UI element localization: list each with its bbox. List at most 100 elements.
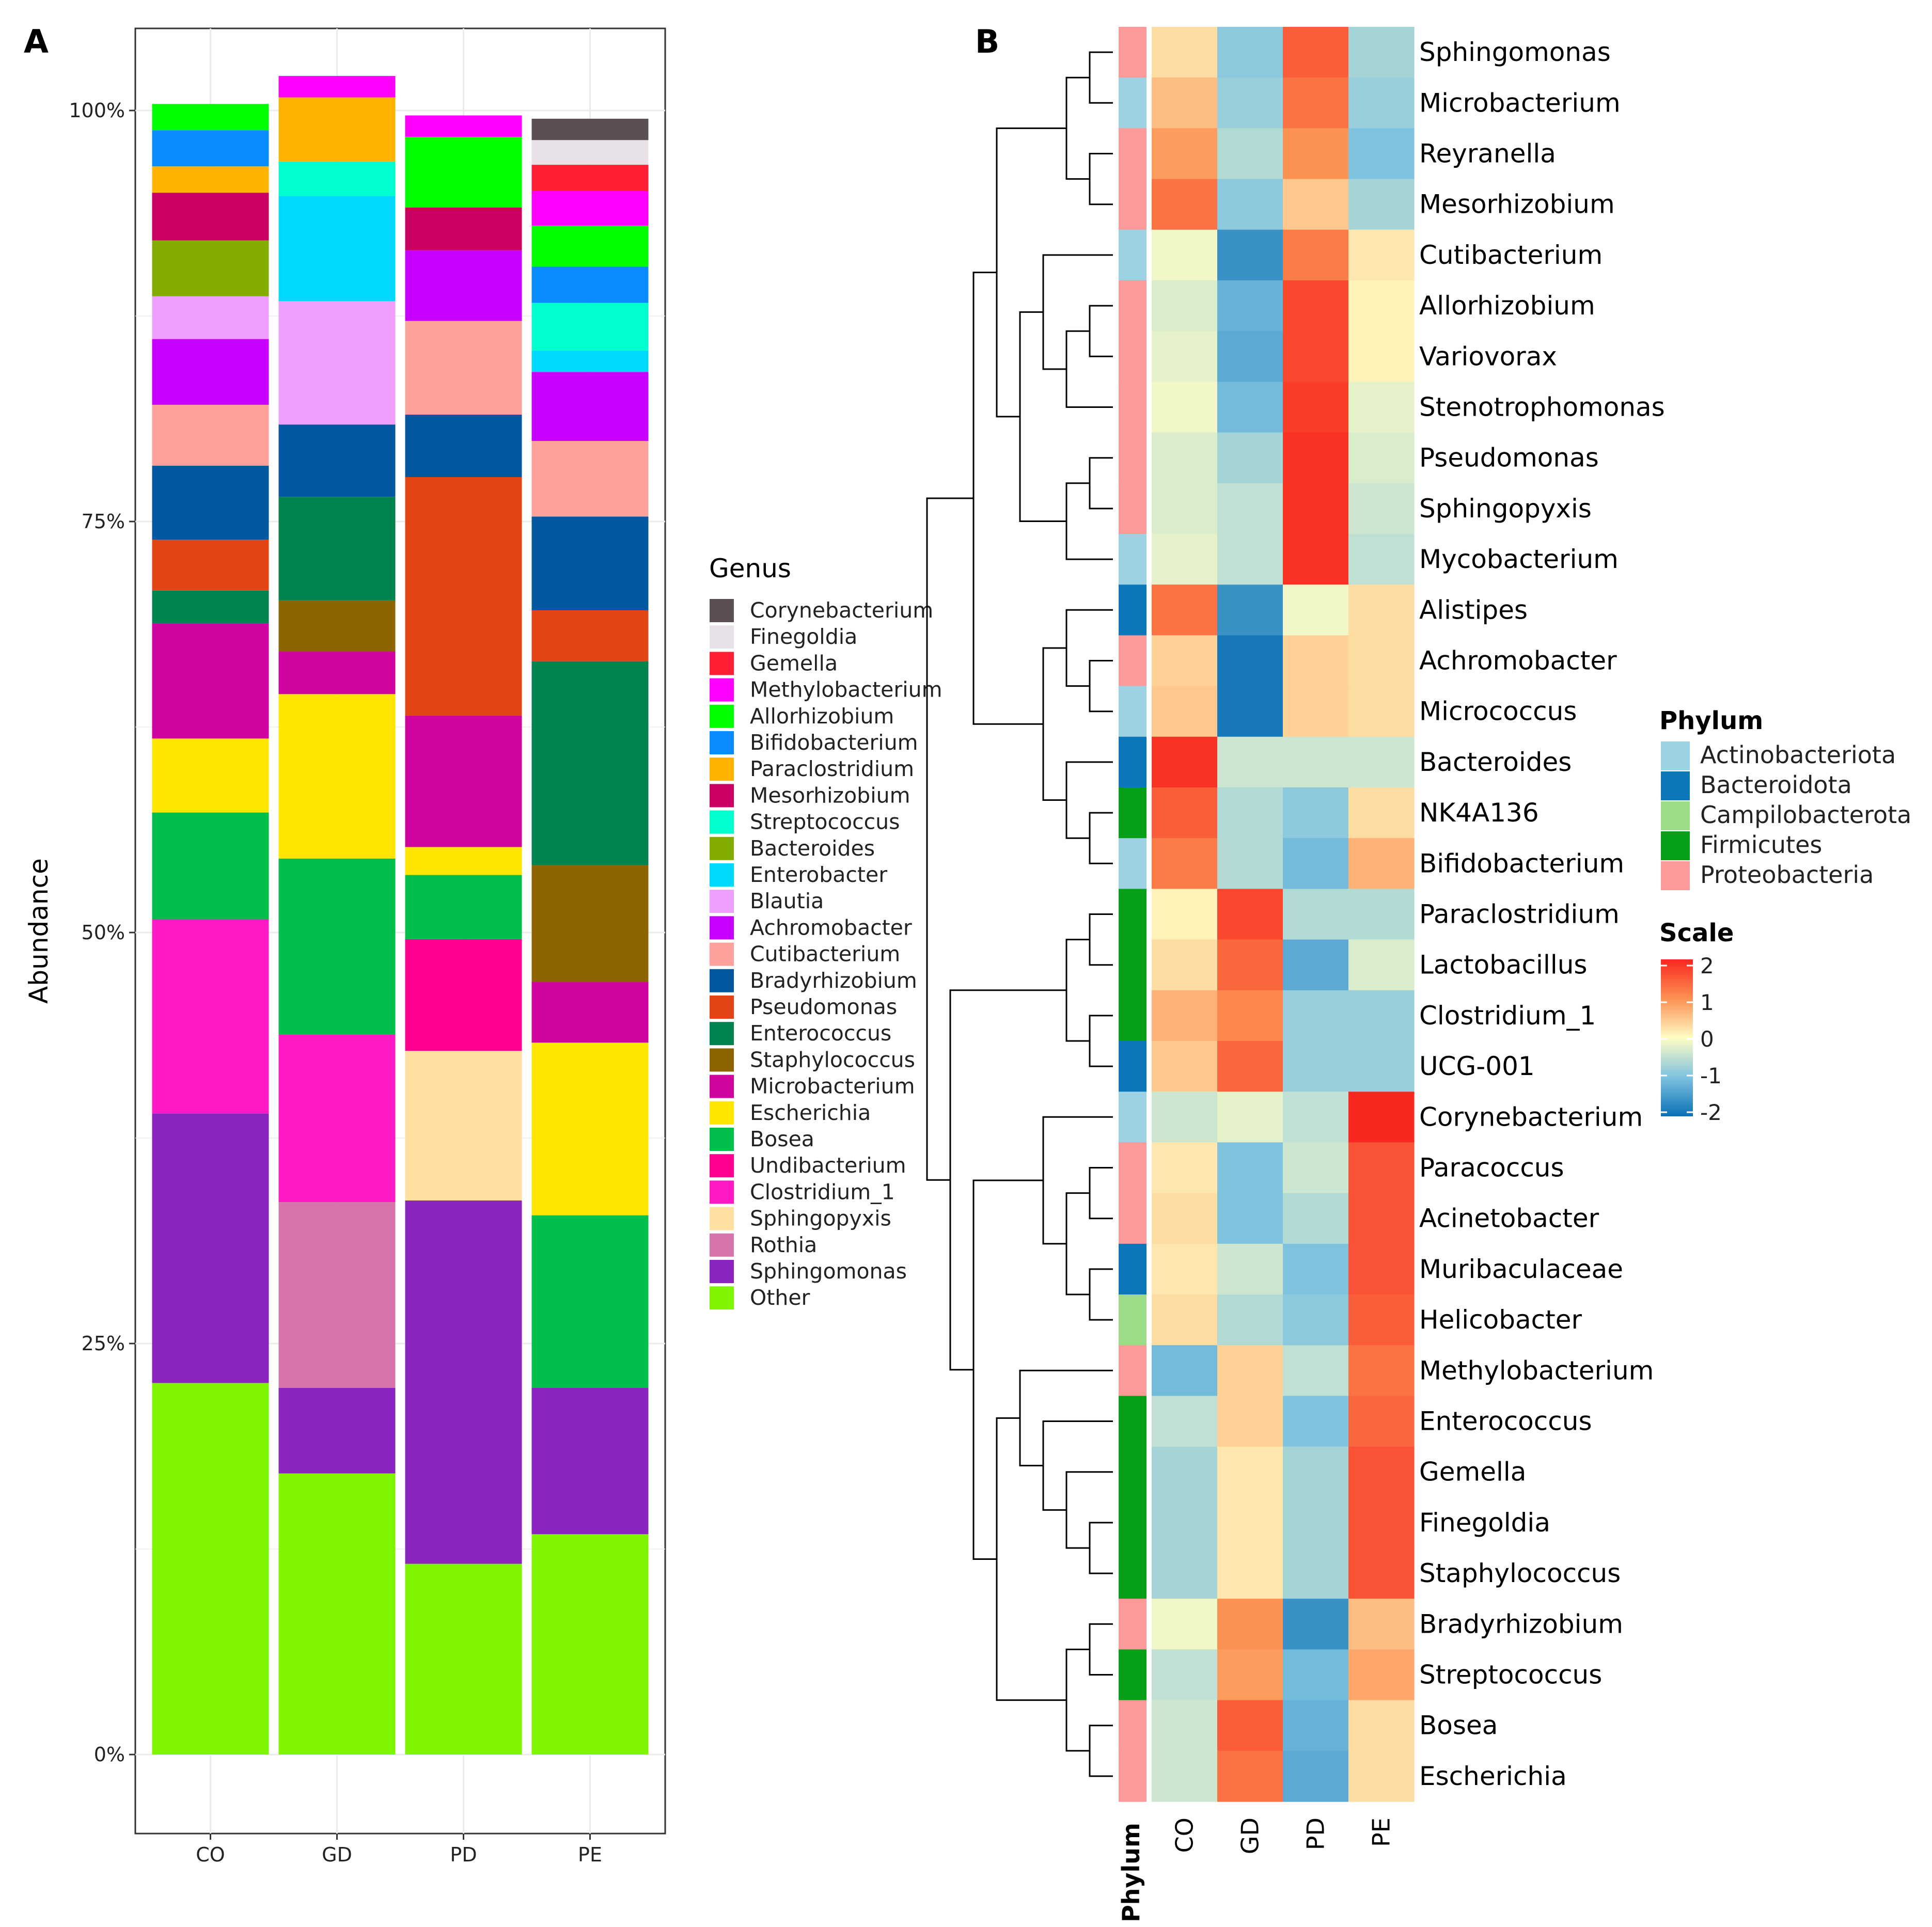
genus-legend-label: Pseudomonas — [750, 994, 897, 1019]
row-label-enterococcus: Enterococcus — [1419, 1407, 1592, 1436]
heatmap-cell-corynebacterium-co — [1152, 1092, 1218, 1143]
phylum-cell-cutibacterium — [1119, 229, 1146, 281]
x-tick-label-pd: PD — [450, 1843, 477, 1866]
dendrogram-branch — [996, 1417, 1066, 1701]
heatmap-cell-pseudomonas-pd — [1283, 432, 1349, 484]
heatmap-cell-microbacterium-pd — [1283, 77, 1349, 129]
bar-segment-bradyrhizobium-pd — [405, 415, 522, 478]
dendrogram-branch — [1042, 1420, 1113, 1511]
bar-segment-bosea-pd — [405, 875, 522, 939]
phylum-legend-label-campilobacterota: Campilobacterota — [1700, 801, 1911, 829]
bar-segment-bradyrhizobium-gd — [278, 424, 396, 497]
bar-segment-achromobacter-co — [152, 339, 269, 405]
dendrogram-branch — [1089, 1725, 1113, 1777]
heatmap-cell-muribaculaceae-pe — [1348, 1243, 1415, 1295]
phylum-cell-paracoccus — [1119, 1142, 1146, 1194]
heatmap-cell-reyranella-pd — [1283, 128, 1349, 180]
phylum-legend-key-proteobacteria — [1661, 861, 1690, 890]
heatmap-cell-pseudomonas-gd — [1217, 432, 1283, 484]
phylum-column-label: Phylum — [1117, 1823, 1145, 1922]
phylum-legend-label-bacteroidota: Bacteroidota — [1700, 771, 1852, 799]
genus-legend-label: Methylobacterium — [750, 677, 943, 702]
heatmap-cell-sphingopyxis-co — [1152, 483, 1218, 534]
phylum-cell-bacteroides — [1119, 736, 1146, 788]
row-label-sphingopyxis: Sphingopyxis — [1419, 494, 1592, 524]
genus-legend-key — [710, 652, 734, 675]
phylum-legend-label-proteobacteria: Proteobacteria — [1700, 861, 1874, 889]
bar-segment-achromobacter-pd — [405, 250, 522, 321]
heatmap-cell-bosea-co — [1152, 1700, 1218, 1751]
bar-segment-cutibacterium-pd — [405, 321, 522, 415]
genus-legend-key — [710, 678, 734, 702]
genus-legend-key — [710, 942, 734, 966]
heatmap-cell-escherichia-pe — [1348, 1750, 1415, 1802]
phylum-legend-key-campilobacterota — [1661, 801, 1690, 830]
phylum-legend: Phylum ActinobacteriotaBacteroidotaCampi… — [1659, 706, 1911, 890]
bar-segment-blautia-gd — [278, 301, 396, 425]
row-label-muribaculaceae: Muribaculaceae — [1419, 1254, 1623, 1284]
scale-colorbar — [1661, 959, 1693, 1116]
bar-segment-bosea-gd — [278, 858, 396, 1035]
heatmap-cell-pseudomonas-pe — [1348, 432, 1415, 484]
phylum-cell-mycobacterium — [1119, 534, 1146, 585]
bar-segment-pseudomonas-pd — [405, 477, 522, 716]
genus-legend-key — [710, 757, 734, 781]
heatmap-cell-variovorax-co — [1152, 331, 1218, 382]
genus-legend-key — [710, 1022, 734, 1046]
heatmap-cell-stenotrophomonas-pe — [1348, 382, 1415, 433]
heatmap-cell-methylobacterium-co — [1152, 1345, 1218, 1396]
genus-legend-label: Microbacterium — [750, 1074, 915, 1099]
dendrogram-branch — [1089, 51, 1113, 104]
bar-segment-paraclostridium-co — [152, 166, 269, 193]
bar-segment-pseudomonas-co — [152, 540, 269, 591]
y-tick-label: 100% — [69, 99, 125, 122]
genus-legend-label: Enterobacter — [750, 862, 887, 887]
genus-legend-key — [710, 890, 734, 913]
heatmap-cell-clostridium-1-co — [1152, 990, 1218, 1041]
y-tick-label: 75% — [82, 510, 125, 533]
genus-legend-key — [710, 784, 734, 808]
phylum-legend-key-actinobacteriota — [1661, 741, 1690, 770]
column-label-pd: PD — [1302, 1818, 1330, 1850]
heatmap-cell-ucg-001-pe — [1348, 1041, 1415, 1092]
bar-segment-staphylococcus-gd — [278, 600, 396, 652]
phylum-annotation — [1119, 27, 1146, 1802]
genus-legend-key — [710, 996, 734, 1019]
bar-segment-undibacterium-pd — [405, 939, 522, 1051]
heatmap-cell-sphingopyxis-pd — [1283, 483, 1349, 534]
heatmap-cell-finegoldia-co — [1152, 1497, 1218, 1549]
bar-segment-mesorhizobium-co — [152, 193, 269, 241]
genus-legend-label: Clostridium_1 — [750, 1179, 895, 1204]
heatmap-cell-bacteroides-co — [1152, 736, 1218, 788]
heatmap-cell-bradyrhizobium-pe — [1348, 1599, 1415, 1650]
dendrogram-branch — [1089, 457, 1113, 510]
y-axis-title: Abundance — [24, 858, 54, 1004]
heatmap-cell-bacteroides-pe — [1348, 736, 1415, 788]
panel-a-label: A — [24, 23, 49, 60]
genus-legend-key — [710, 625, 734, 649]
row-label-escherichia: Escherichia — [1419, 1761, 1567, 1791]
row-label-bacteroides: Bacteroides — [1419, 747, 1572, 777]
heatmap-chart: Sphingomonas Microbacterium Reyranella Meso… — [926, 27, 1911, 1922]
bar-segment-bradyrhizobium-co — [152, 465, 269, 540]
phylum-cell-alistipes — [1119, 585, 1146, 636]
dendrogram-branch — [972, 272, 1043, 725]
genus-legend-key — [710, 969, 734, 992]
bar-segment-microbacterium-gd — [278, 651, 396, 694]
bar-segment-other-pe — [531, 1534, 649, 1755]
heatmap-cell-ucg-001-gd — [1217, 1041, 1283, 1092]
heatmap-cell-methylobacterium-pe — [1348, 1345, 1415, 1396]
bar-segment-escherichia-gd — [278, 694, 396, 859]
heatmap-cell-sphingomonas-pe — [1348, 27, 1415, 78]
bar-segment-sphingomonas-co — [152, 1113, 269, 1383]
heatmap-cell-variovorax-gd — [1217, 331, 1283, 382]
heatmap-cell-paraclostridium-gd — [1217, 889, 1283, 940]
dendrogram-branch — [1089, 812, 1113, 864]
phylum-cell-pseudomonas — [1119, 432, 1146, 484]
row-label-pseudomonas: Pseudomonas — [1419, 443, 1599, 473]
row-label-methylobacterium: Methylobacterium — [1419, 1355, 1654, 1385]
phylum-cell-bifidobacterium — [1119, 838, 1146, 889]
bar-segment-corynebacterium-pe — [531, 118, 649, 140]
heatmap-cell-ucg-001-co — [1152, 1041, 1218, 1092]
phylum-legend-key-firmicutes — [1661, 831, 1690, 860]
